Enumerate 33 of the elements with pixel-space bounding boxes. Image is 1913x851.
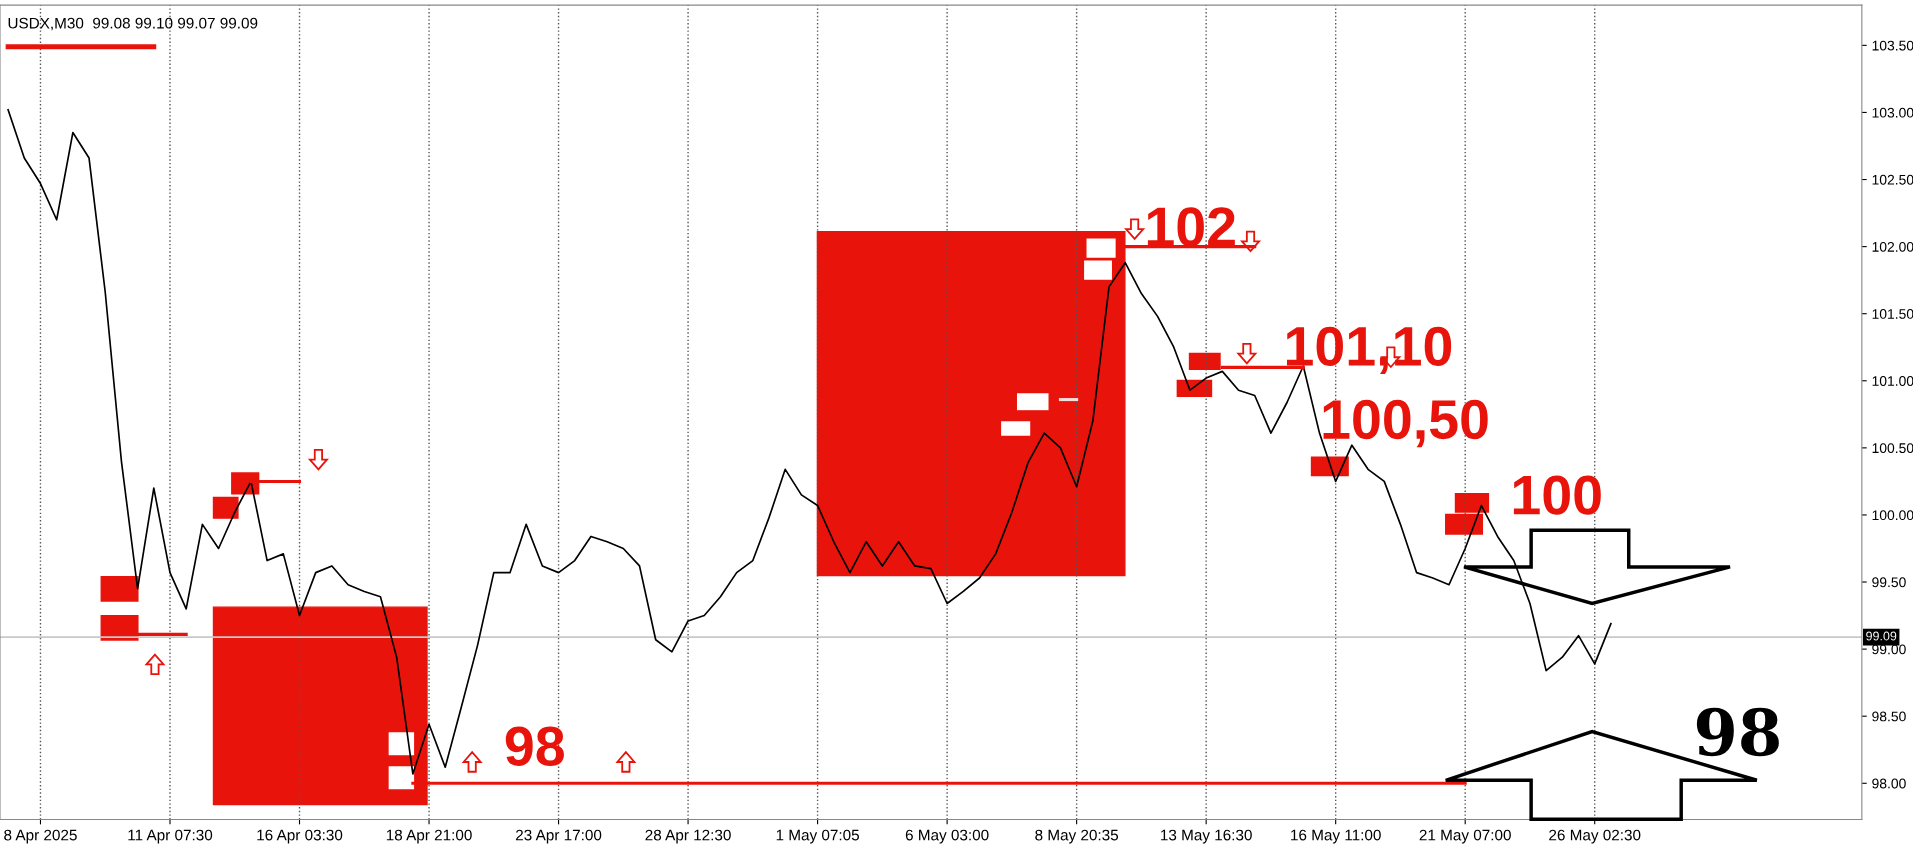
y-tick-label: 101.50 <box>1872 309 1913 319</box>
x-tick-label: 16 May 11:00 <box>1291 829 1381 844</box>
x-tick-label: 26 May 02:30 <box>1549 829 1641 844</box>
x-tick-label: 6 May 03:00 <box>905 829 989 844</box>
x-tick-label: 11 Apr 07:30 <box>128 829 213 844</box>
x-tick-label: 1 May 07:05 <box>776 829 859 844</box>
x-tick-label: 18 Apr 21:00 <box>386 829 472 844</box>
x-tick-label: 8 May 20:35 <box>1035 829 1119 844</box>
annotation: 98 <box>505 726 564 766</box>
x-tick-label: 28 Apr 12:30 <box>645 829 731 844</box>
y-tick-label: 100.00 <box>1872 510 1913 521</box>
x-tick-label: 8 Apr 2025 <box>4 829 77 844</box>
y-tick-label: 101.00 <box>1872 376 1913 386</box>
text: USDX,M30 99.08 99.10 99.07 99.09 <box>8 17 258 31</box>
y-tick-label: 100.50 <box>1872 443 1913 454</box>
x-tick-label: 16 Apr 03:30 <box>257 829 343 844</box>
y-tick-label: 102.50 <box>1872 174 1913 185</box>
y-tick-label: 103.50 <box>1872 40 1913 51</box>
x-tick-label: 21 May 07:00 <box>1419 829 1511 844</box>
annotation: 98 <box>1696 707 1779 757</box>
y-tick-label: 103.00 <box>1872 107 1913 118</box>
y-tick-label: 102.00 <box>1872 241 1913 252</box>
annotation: 100,50 <box>1323 399 1488 448</box>
y-tick-label: 98.00 <box>1872 778 1906 789</box>
x-tick-label: 23 Apr 17:00 <box>516 829 602 844</box>
x-tick-label: 13 May 16:30 <box>1161 829 1252 844</box>
y-tick-label: 98.50 <box>1872 711 1906 722</box>
ref-line-label: 99.09 <box>1866 631 1897 641</box>
annotation: 100 <box>1513 475 1601 515</box>
annotation: 102 <box>1147 207 1235 247</box>
y-tick-label: 99.50 <box>1872 577 1906 588</box>
y-tick-label: 99.00 <box>1872 644 1906 655</box>
annotation: 101,10 <box>1286 326 1452 375</box>
